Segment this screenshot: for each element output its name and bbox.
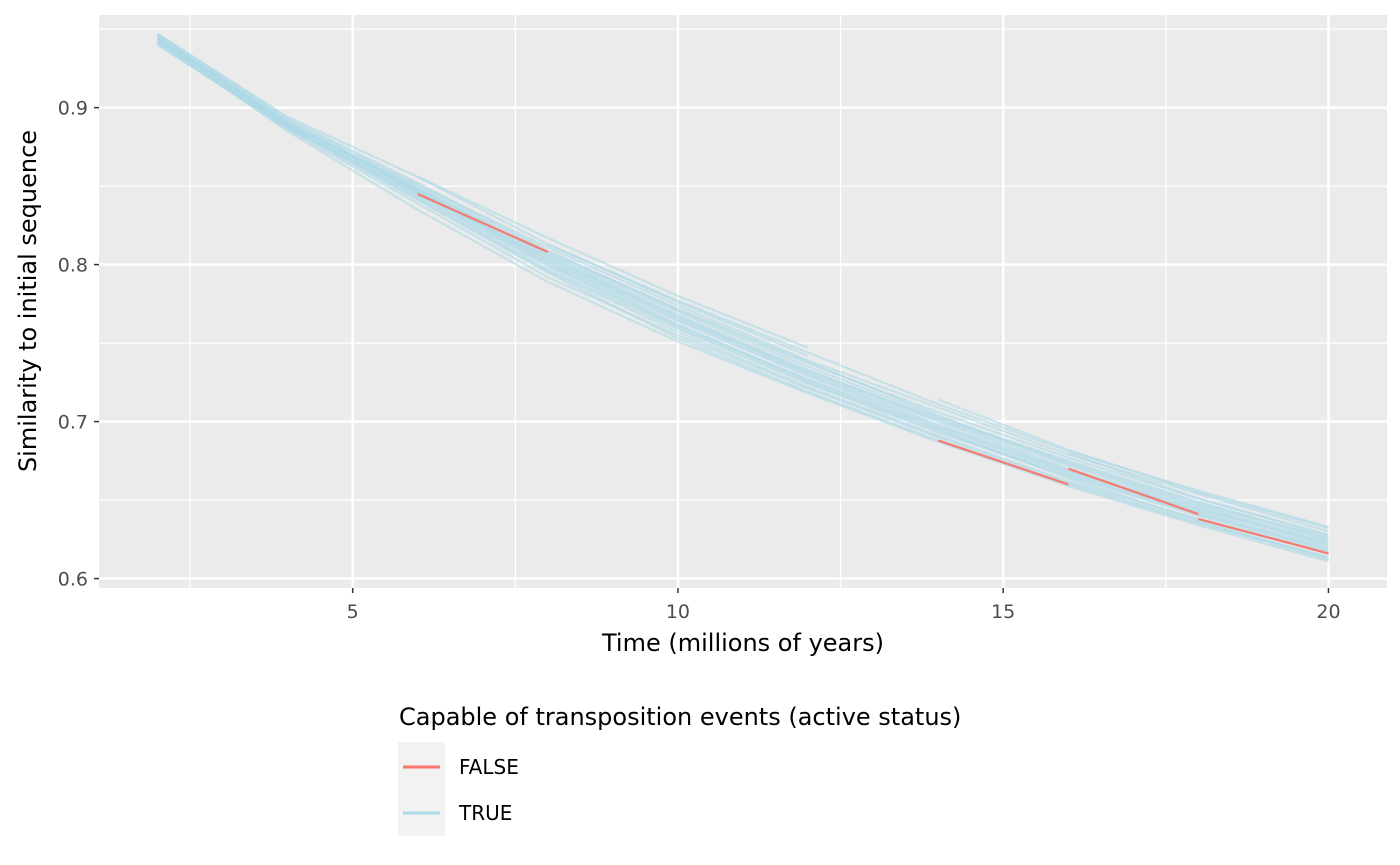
x-tick-label: 15 [991, 601, 1015, 623]
x-tick-label: 5 [347, 601, 359, 623]
series-line-true-16 [156, 36, 1329, 539]
series-line-true-21 [1067, 451, 1329, 536]
series-line-false-23 [937, 439, 1069, 486]
series-line-true-18 [417, 175, 809, 349]
series-line-true-19 [547, 243, 809, 357]
series-line-true-15 [156, 42, 1329, 555]
series-false-lines [417, 192, 1329, 555]
series-line-false-22 [417, 192, 549, 254]
legend-key-background [398, 742, 445, 836]
x-axis-title: Time (millions of years) [601, 629, 884, 657]
y-axis-title: Similarity to initial sequence [14, 130, 42, 472]
series-line-true-5 [156, 34, 1329, 533]
series-line-true-20 [937, 398, 1329, 530]
legend-title: Capable of transposition events (active … [399, 703, 961, 731]
series-line-true-1 [156, 32, 1329, 538]
series-line-true-11 [156, 36, 1329, 550]
series-line-true-2 [156, 42, 1329, 561]
x-tick-label: 20 [1316, 601, 1340, 623]
y-tick-label: 0.7 [58, 412, 88, 434]
series-line-true-13 [156, 40, 1329, 563]
series-line-false-24 [1067, 467, 1199, 516]
legend-label-true: TRUE [458, 801, 512, 825]
x-axis: 5 10 15 20 [347, 588, 1341, 623]
x-tick-label: 10 [666, 601, 690, 623]
series-line-false-25 [1198, 517, 1329, 555]
y-tick-label: 0.9 [58, 98, 88, 120]
legend: Capable of transposition events (active … [398, 703, 961, 836]
series-true-lines [156, 32, 1329, 563]
series-line-true-6 [156, 40, 1329, 558]
y-tick-label: 0.8 [58, 255, 88, 277]
y-axis: 0.6 0.7 0.8 0.9 [58, 98, 99, 591]
legend-label-false: FALSE [459, 755, 519, 779]
y-tick-label: 0.6 [58, 569, 88, 591]
